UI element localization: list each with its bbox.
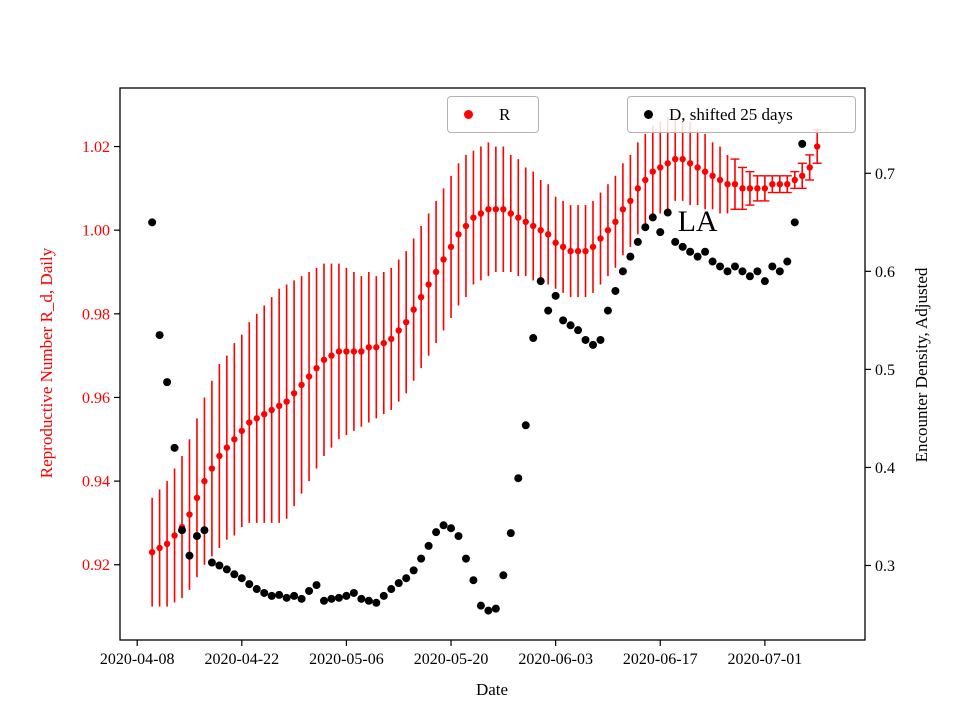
- svg-text:0.6: 0.6: [875, 264, 895, 281]
- svg-text:0.7: 0.7: [875, 166, 895, 183]
- svg-text:2020-05-06: 2020-05-06: [309, 651, 384, 668]
- legend-r[interactable]: R: [447, 96, 539, 133]
- svg-text:0.4: 0.4: [875, 460, 895, 477]
- left-y-axis-label: Reproductive Number R_d, Daily: [37, 247, 56, 479]
- right-y-axis-label: Encounter Density, Adjusted: [912, 267, 931, 463]
- svg-text:0.94: 0.94: [82, 474, 110, 491]
- svg-text:1.02: 1.02: [82, 139, 110, 156]
- x-axis-label: Date: [475, 680, 509, 699]
- svg-text:0.96: 0.96: [82, 390, 110, 407]
- legend-r-label: R: [499, 104, 511, 124]
- legend-d-label: D, shifted 25 days: [669, 104, 793, 124]
- svg-text:2020-06-03: 2020-06-03: [518, 651, 593, 668]
- svg-text:2020-06-17: 2020-06-17: [623, 651, 698, 668]
- annotation-la: LA: [677, 204, 718, 238]
- svg-text:1.00: 1.00: [82, 223, 110, 240]
- svg-text:2020-04-08: 2020-04-08: [100, 651, 175, 668]
- r-series-marker-icon: [464, 110, 473, 119]
- svg-text:2020-04-22: 2020-04-22: [204, 651, 279, 668]
- svg-text:0.5: 0.5: [875, 362, 895, 379]
- d-series-marker-icon: [644, 110, 653, 119]
- svg-text:2020-05-20: 2020-05-20: [414, 651, 489, 668]
- svg-text:0.98: 0.98: [82, 306, 110, 323]
- svg-text:0.3: 0.3: [875, 558, 895, 575]
- svg-text:2020-07-01: 2020-07-01: [728, 651, 803, 668]
- legend-d[interactable]: D, shifted 25 days: [627, 96, 856, 133]
- svg-text:0.92: 0.92: [82, 557, 110, 574]
